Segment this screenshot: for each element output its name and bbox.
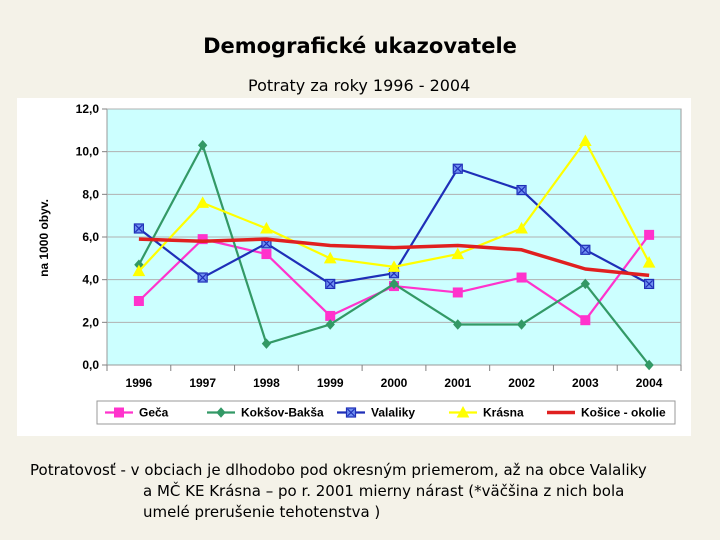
data-point: [516, 319, 527, 330]
legend-box: [96, 400, 676, 425]
data-point: [197, 234, 208, 245]
data-point: [580, 244, 591, 255]
data-point: [578, 134, 592, 146]
y-tick-label: 0,0: [82, 358, 99, 372]
data-point: [261, 249, 272, 260]
caption: Potratovosť - v obciach je dlhodobo pod …: [30, 460, 710, 523]
series-ko-ice-okolie: [138, 237, 650, 278]
legend-marker: [114, 407, 124, 418]
data-point: [197, 140, 208, 151]
series-valaliky: [133, 163, 655, 290]
caption-line-3: umelé prerušenie tehotenstva ): [143, 503, 381, 521]
data-point: [133, 296, 144, 306]
data-point: [580, 315, 591, 326]
y-tick-label: 10,0: [76, 145, 100, 159]
legend-label: Geča: [139, 406, 169, 420]
data-point: [644, 229, 655, 240]
legend-label: Valaliky: [371, 406, 415, 420]
data-point: [644, 359, 654, 371]
x-tick-label: 2001: [444, 376, 471, 390]
x-tick-label: 1996: [126, 376, 153, 390]
legend-label: Košice - okolie: [581, 406, 666, 420]
data-point: [325, 278, 336, 290]
y-tick-label: 4,0: [82, 273, 99, 287]
data-point: [197, 272, 208, 283]
legend-marker: [216, 407, 226, 418]
data-point: [642, 256, 656, 268]
slide-title: Demografické ukazovatele: [203, 34, 517, 58]
data-point: [325, 319, 335, 330]
data-point: [580, 278, 591, 290]
data-point: [516, 184, 527, 196]
x-tick-label: 1997: [189, 376, 216, 390]
series-kr-sna: [132, 134, 656, 277]
x-tick-label: 2003: [572, 376, 599, 390]
line-chart: 0,0 2,0 4,0 6,0 8,0 10,0 12,0 1996 1997 1998 1999…: [37, 102, 682, 425]
chart-title: Potraty za roky 1996 - 2004: [248, 76, 471, 95]
data-point: [196, 196, 210, 208]
x-tick-label: 2000: [381, 376, 408, 390]
chart-area: 0,0 2,0 4,0 6,0 8,0 10,0 12,0 1996 1997 1998 1999…: [17, 98, 691, 436]
data-point: [451, 247, 465, 260]
x-tick-label: 2004: [636, 376, 663, 390]
caption-line-1: Potratovosť - v obciach je dlhodobo pod …: [30, 461, 647, 479]
series-line: [138, 237, 650, 278]
data-point: [261, 338, 272, 349]
data-point: [452, 287, 463, 298]
caption-line-2: a MČ KE Krásna – po r. 2001 mierny náras…: [143, 482, 625, 500]
data-point: [325, 310, 336, 321]
y-tick-label: 8,0: [82, 187, 99, 201]
data-point: [133, 223, 144, 234]
x-tick-label: 2002: [508, 376, 535, 390]
x-tick-label: 1998: [253, 376, 280, 390]
legend-marker: [345, 407, 357, 418]
y-tick-label: 12,0: [76, 102, 100, 116]
data-point: [644, 278, 655, 290]
legend-label: Kokšov-Bakša: [241, 406, 324, 420]
data-point: [389, 278, 399, 290]
data-point: [453, 319, 463, 330]
data-point: [515, 221, 528, 234]
y-tick-label: 6,0: [82, 230, 99, 244]
data-point: [387, 260, 401, 272]
data-point: [132, 264, 146, 277]
x-tick-label: 1999: [317, 376, 344, 390]
data-point: [516, 272, 527, 283]
data-point: [260, 221, 273, 234]
legend-label: Krásna: [483, 406, 524, 420]
legend-marker: [456, 405, 470, 418]
y-tick-label: 2,0: [82, 315, 99, 329]
data-point: [452, 163, 463, 174]
data-point: [323, 251, 337, 264]
y-axis-title: na 1000 obyv.: [37, 199, 51, 277]
